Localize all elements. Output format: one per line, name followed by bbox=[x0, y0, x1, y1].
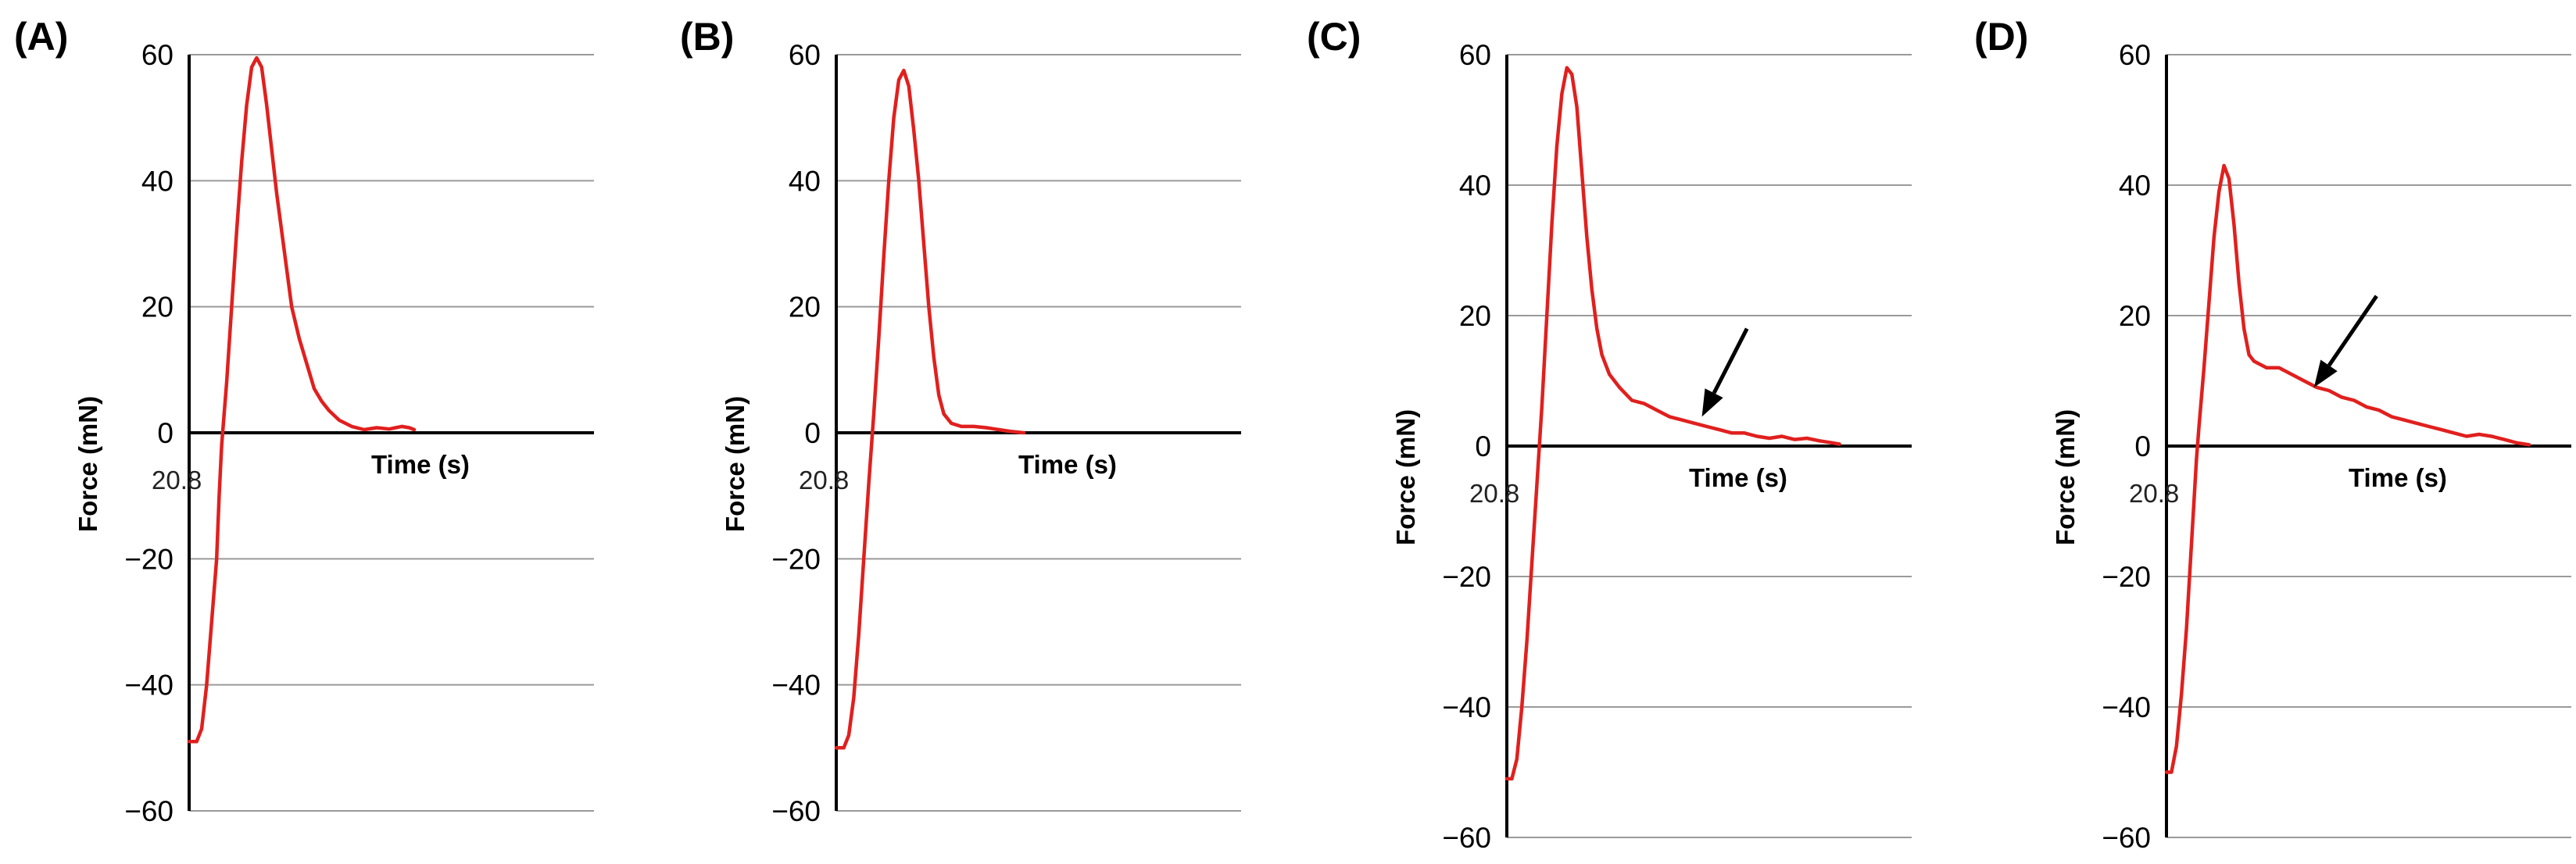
y-tick-label: 60 bbox=[1459, 39, 1491, 71]
x-start-label: 20.8 bbox=[799, 466, 849, 494]
panel-label: (C) bbox=[1307, 15, 1361, 59]
y-tick-label: −60 bbox=[2102, 822, 2151, 854]
y-tick-label: 20 bbox=[789, 291, 821, 323]
y-tick-label: −40 bbox=[771, 669, 821, 702]
y-tick-label: 40 bbox=[1459, 170, 1491, 202]
y-tick-label: −20 bbox=[124, 543, 174, 575]
annotation-arrowhead bbox=[2313, 359, 2338, 387]
y-tick-label: −20 bbox=[771, 543, 821, 575]
annotation-arrowhead bbox=[1701, 388, 1723, 417]
chart-panel-3: (C) 60 40 20 0 −20 −40 −60 Force (mN) 20.8 Time (s… bbox=[1307, 15, 1912, 854]
y-tick-label: −20 bbox=[1442, 561, 1491, 593]
y-axis-title: Force (mN) bbox=[73, 396, 102, 532]
y-tick-label: 0 bbox=[804, 417, 821, 449]
annotation-arrow bbox=[2327, 295, 2378, 367]
chart-panel-2: (B) 60 40 20 0 −20 −40 −60 Force (mN) 20.8 Time (s… bbox=[680, 15, 1241, 827]
y-tick-label: 60 bbox=[789, 39, 821, 71]
y-tick-label: 0 bbox=[1475, 430, 1491, 462]
y-axis-title: Force (mN) bbox=[1391, 409, 1420, 545]
y-axis-title: Force (mN) bbox=[721, 396, 750, 532]
chart-panel-4: (D) 60 40 20 0 −20 −40 −60 Force (mN) 20.8 Time (s… bbox=[1974, 15, 2571, 854]
series-line bbox=[2164, 163, 2531, 774]
y-tick-label: −40 bbox=[2102, 691, 2151, 723]
y-tick-label: 20 bbox=[141, 291, 174, 323]
y-tick-label: 40 bbox=[141, 165, 174, 197]
x-start-label: 20.8 bbox=[152, 466, 202, 494]
y-axis-title: Force (mN) bbox=[2051, 409, 2080, 545]
y-tick-label: 0 bbox=[157, 417, 174, 449]
x-start-label: 20.8 bbox=[1469, 479, 1519, 508]
series-line bbox=[187, 55, 417, 744]
y-tick-label: 60 bbox=[2119, 39, 2151, 71]
y-tick-label: −20 bbox=[2102, 561, 2151, 593]
x-axis-title: Time (s) bbox=[371, 450, 470, 479]
y-tick-label: −60 bbox=[1442, 822, 1491, 854]
x-axis-title: Time (s) bbox=[1689, 463, 1787, 492]
y-tick-label: −40 bbox=[124, 669, 174, 702]
panel-label: (D) bbox=[1974, 15, 2028, 59]
panel-label: (B) bbox=[680, 15, 734, 59]
y-tick-label: 20 bbox=[2119, 300, 2151, 332]
chart-panel-1: (A) 60 40 20 0 −20 −40 −60 Force (mN) 20.8 Time (s… bbox=[14, 15, 594, 827]
y-tick-label: 0 bbox=[2134, 430, 2151, 462]
x-axis-title: Time (s) bbox=[1018, 450, 1117, 479]
x-start-label: 20.8 bbox=[2129, 479, 2179, 508]
y-tick-label: 60 bbox=[141, 39, 174, 71]
y-tick-label: 40 bbox=[789, 165, 821, 197]
y-tick-label: −60 bbox=[124, 795, 174, 827]
series-line bbox=[834, 68, 1026, 750]
x-axis-title: Time (s) bbox=[2349, 463, 2447, 492]
annotation-arrow bbox=[1712, 327, 1749, 395]
y-tick-label: 20 bbox=[1459, 300, 1491, 332]
y-tick-label: 40 bbox=[2119, 170, 2151, 202]
y-tick-label: −40 bbox=[1442, 691, 1491, 723]
y-tick-label: −60 bbox=[771, 795, 821, 827]
panel-label: (A) bbox=[14, 15, 68, 59]
series-line bbox=[1504, 66, 1841, 781]
